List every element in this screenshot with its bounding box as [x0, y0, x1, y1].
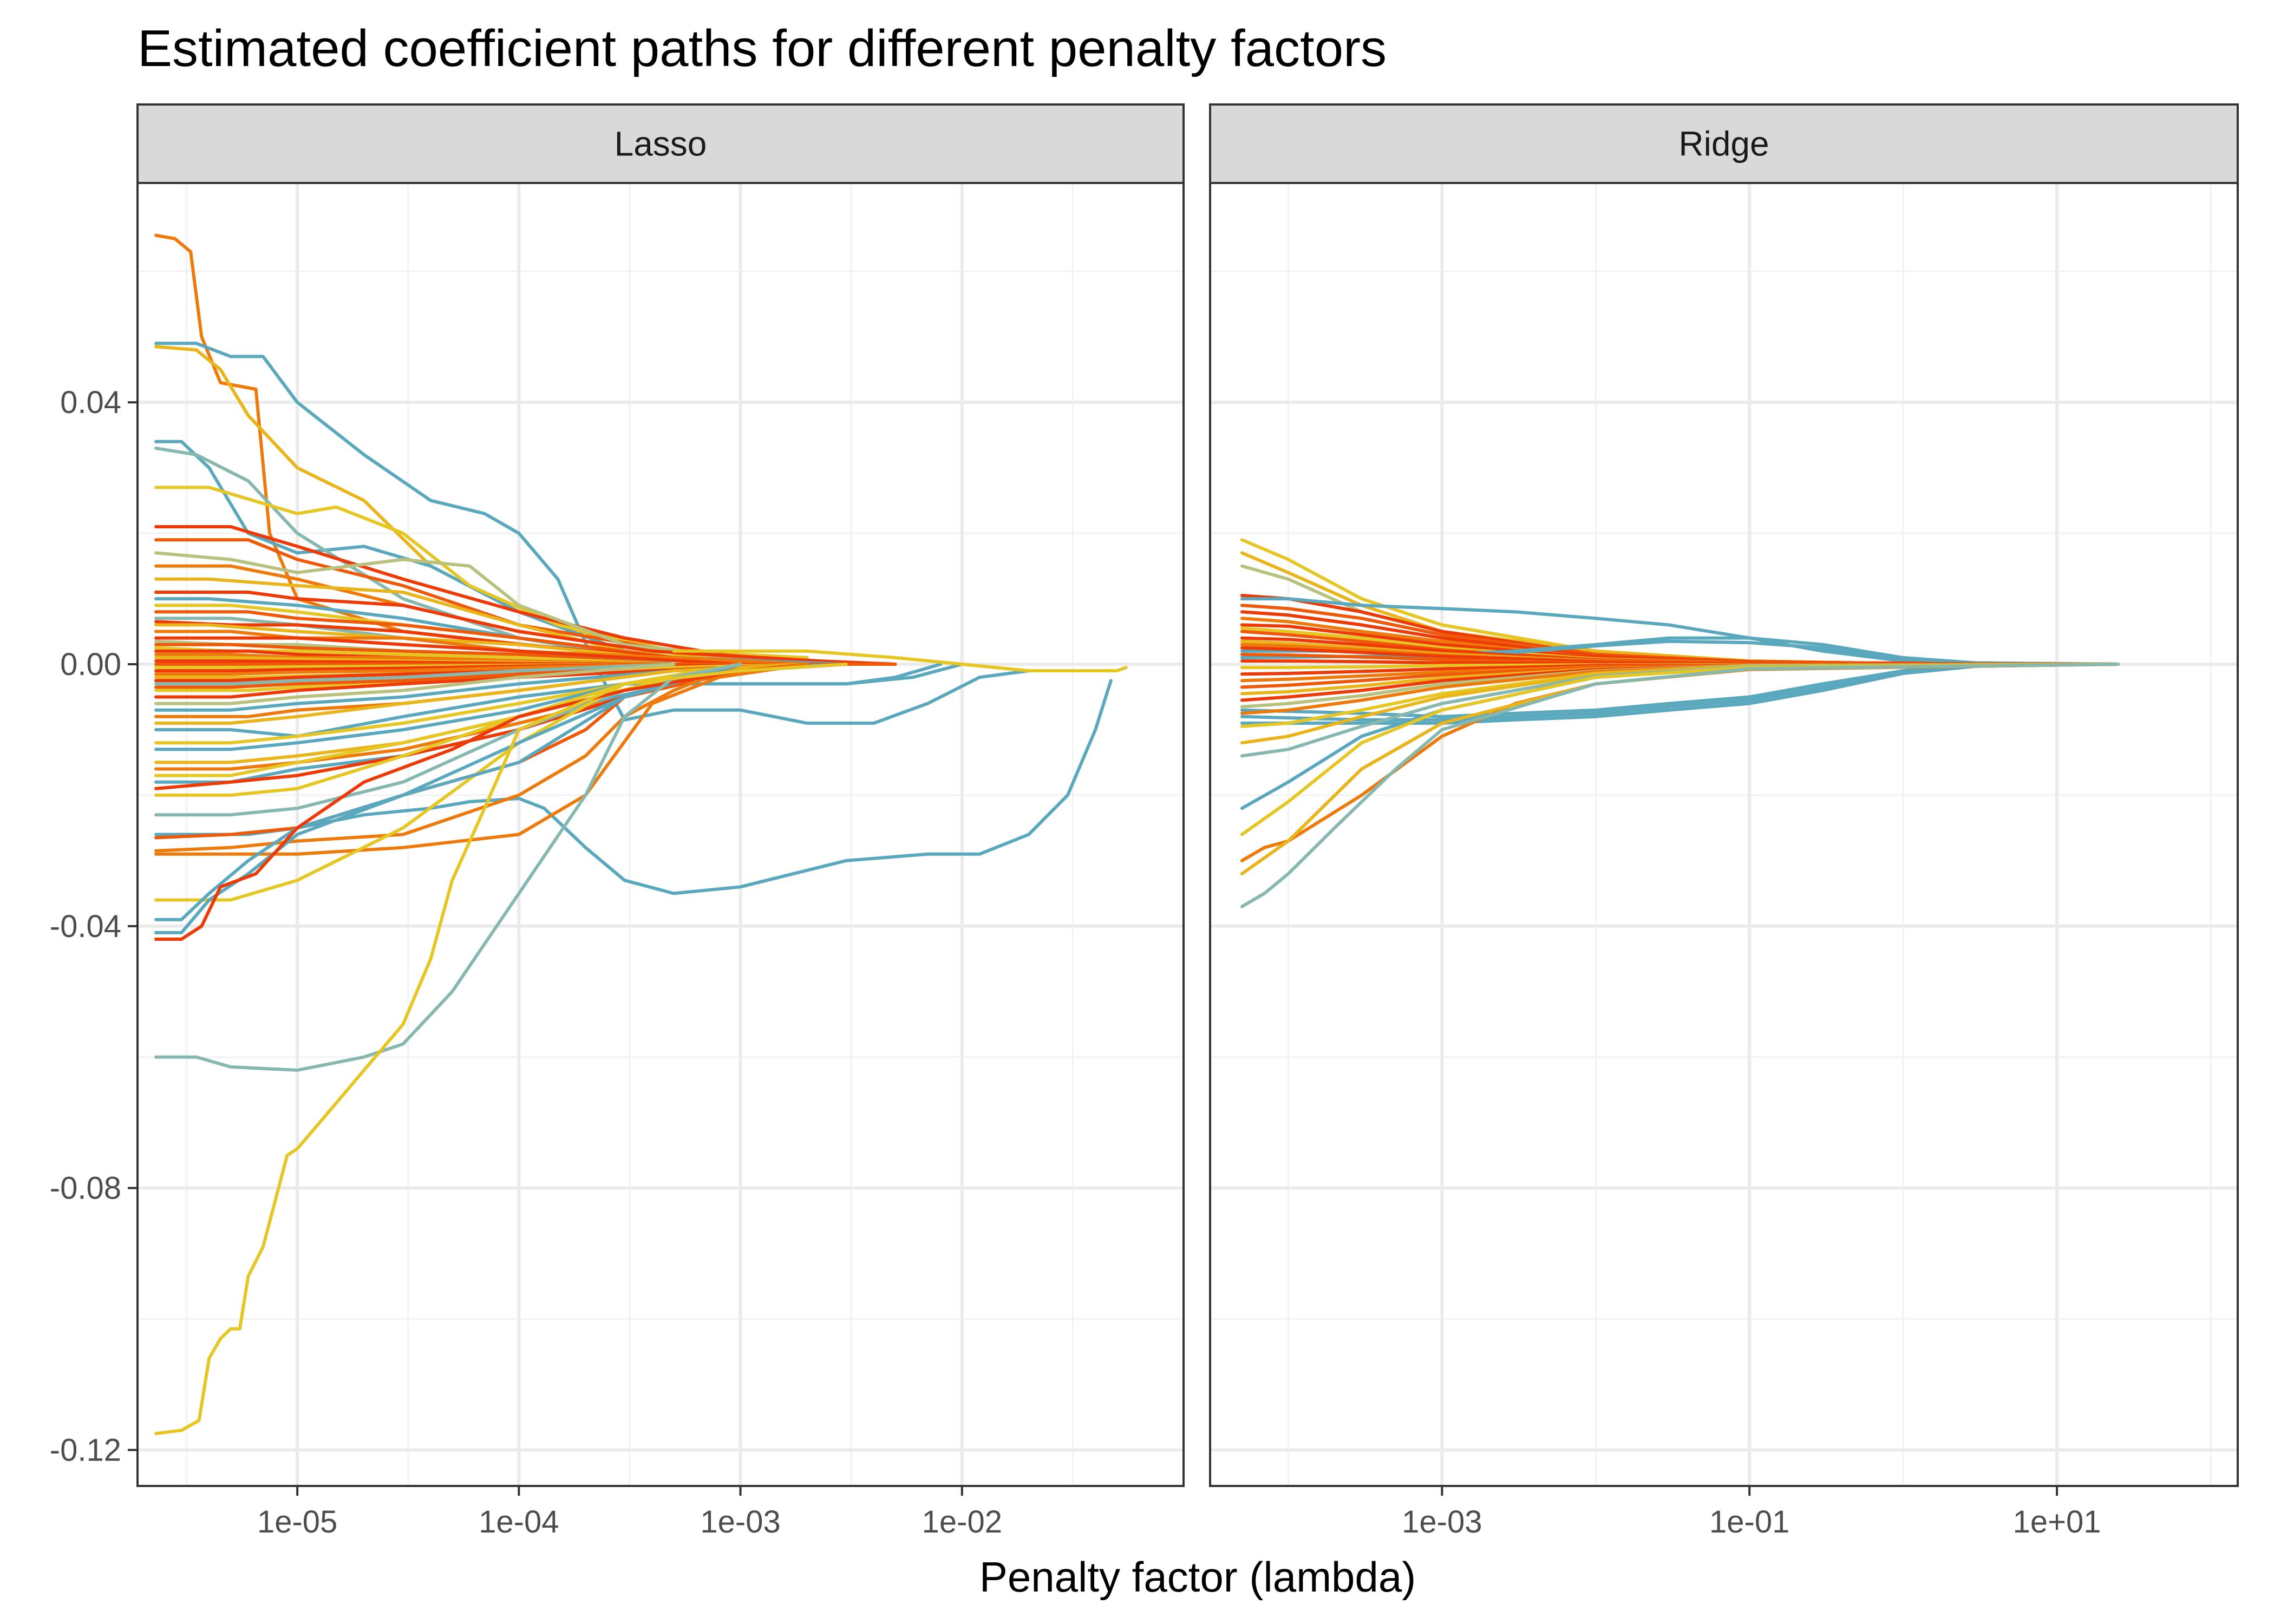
x-axis-title: Penalty factor (lambda)	[979, 1553, 1416, 1601]
series-line	[154, 663, 742, 934]
y-tick-label: 0.04	[60, 385, 121, 420]
x-tick-label: 1e-04	[479, 1504, 559, 1540]
facet-panels: Lasso 1e-05 1e-04 1e-03 1e-02 Ridge 1e-03 1e-01…	[136, 103, 2239, 1540]
y-tick-label: -0.04	[50, 909, 121, 944]
y-tick-label: -0.08	[50, 1171, 121, 1206]
series-line	[1240, 663, 2120, 908]
series-line	[154, 663, 742, 1072]
series-line	[154, 342, 1030, 725]
series-line	[154, 551, 809, 666]
panel-lasso: Lasso 1e-05 1e-04 1e-03 1e-02	[136, 103, 1185, 1540]
series-line	[154, 663, 676, 676]
panel-background	[1210, 183, 2238, 1486]
y-axis: 0.04 0.00 -0.04 -0.08 -0.12	[50, 385, 138, 1468]
series-line	[154, 663, 809, 856]
series-line	[154, 636, 742, 666]
panel-ridge: Ridge 1e-03 1e-01 1e+01	[1209, 103, 2239, 1540]
series-line	[154, 486, 809, 659]
series-line	[672, 649, 1128, 673]
panel-background	[138, 183, 1184, 1486]
y-tick-label: -0.12	[50, 1432, 121, 1468]
facet-strip-label: Lasso	[615, 125, 707, 163]
series-group	[1240, 538, 2120, 908]
series-line	[1240, 597, 2120, 666]
series-line	[154, 663, 676, 705]
series-line	[154, 663, 809, 725]
facet-strip-label: Ridge	[1678, 125, 1769, 163]
x-tick-label: 1e-01	[1709, 1504, 1789, 1540]
y-tick-label: 0.00	[60, 647, 121, 682]
series-line	[154, 591, 875, 666]
series-line	[154, 663, 676, 686]
series-line	[154, 663, 848, 941]
series-line	[154, 663, 848, 1436]
x-tick-label: 1e-02	[922, 1504, 1002, 1540]
chart-title: Estimated coefficient paths for differen…	[138, 19, 1387, 77]
series-line	[154, 630, 809, 666]
x-tick-label: 1e-03	[1402, 1504, 1482, 1540]
x-tick-label: 1e-03	[700, 1504, 780, 1540]
facet-strip	[136, 103, 1185, 184]
series-line	[154, 663, 742, 853]
x-tick-label: 1e+01	[2013, 1504, 2101, 1540]
series-line	[1240, 663, 2120, 725]
x-tick-label: 1e-05	[257, 1504, 337, 1540]
series-group	[154, 233, 1128, 1436]
series-line	[154, 679, 1113, 895]
series-line	[154, 663, 809, 699]
facet-strip	[1209, 103, 2239, 184]
